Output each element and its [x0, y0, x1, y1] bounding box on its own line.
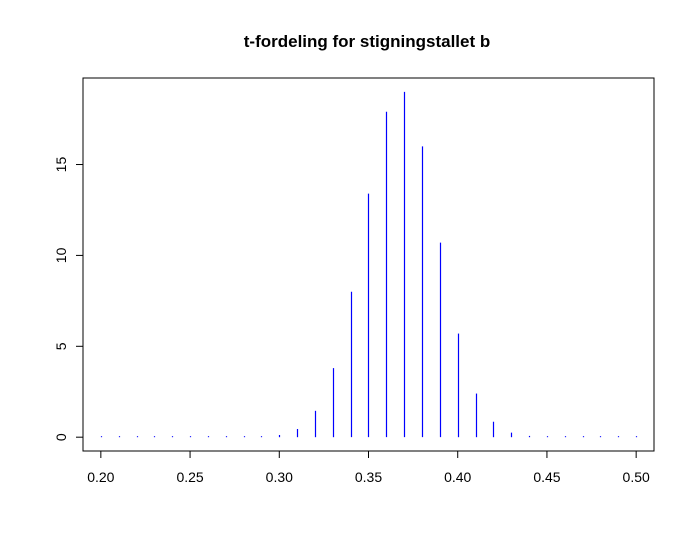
y-axis: 0 5 10 15: [53, 157, 84, 441]
x-tick-label: 0.25: [176, 469, 203, 485]
y-tick-label: 15: [53, 157, 69, 173]
x-tick-label: 0.20: [87, 469, 114, 485]
y-tick-label: 5: [53, 342, 69, 350]
x-axis: 0.20 0.25 0.30 0.35 0.40 0.45 0.50: [87, 450, 650, 485]
chart-title: t-fordeling for stigningstallet b: [244, 32, 490, 51]
y-tick-label: 0: [53, 433, 69, 441]
x-tick-label: 0.45: [533, 469, 560, 485]
y-tick-label: 10: [53, 247, 69, 263]
bars: [100, 91, 638, 438]
x-tick-label: 0.30: [266, 469, 293, 485]
x-tick-label: 0.35: [355, 469, 382, 485]
x-tick-label: 0.40: [444, 469, 471, 485]
x-tick-label: 0.50: [623, 469, 650, 485]
